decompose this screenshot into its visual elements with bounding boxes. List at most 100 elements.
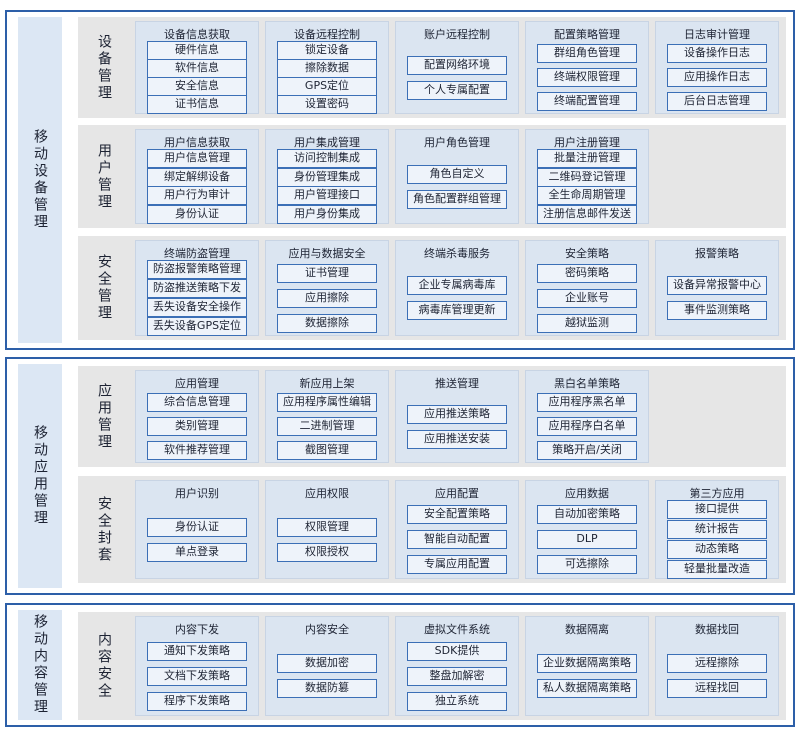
module-item: 远程擦除	[667, 654, 767, 673]
module-item: 独立系统	[407, 691, 507, 711]
module-item: 用户信息管理	[147, 148, 247, 168]
module: 账户远程控制 配置网络环境 个人专属配置	[395, 21, 519, 114]
group-label: 安全封套	[78, 476, 130, 583]
module-item: 终端配置管理	[537, 92, 637, 112]
group-title: 设备管理	[96, 33, 112, 102]
module-title: 黑白名单策略	[554, 377, 620, 390]
module-title: 日志审计管理	[684, 28, 750, 41]
section-label: 移动设备管理	[18, 17, 62, 343]
module-item: 证书信息	[147, 95, 247, 115]
module-item: 二进制管理	[277, 417, 377, 436]
module-item: 轻量批量改造	[667, 559, 767, 579]
group-label: 安全管理	[78, 236, 130, 340]
module-title: 应用权限	[305, 487, 349, 500]
module: 数据找回 远程擦除 远程找回	[655, 616, 779, 716]
module-item: 企业账号	[537, 288, 637, 308]
module-item: SDK提供	[407, 641, 507, 661]
module-item: 用户管理接口	[277, 186, 377, 206]
module-item: 身份管理集成	[277, 167, 377, 187]
module-item: 单点登录	[147, 542, 247, 562]
module-item: 应用推送安装	[407, 429, 507, 449]
module-item: 应用程序白名单	[537, 417, 637, 436]
module-item: DLP	[537, 530, 637, 549]
module-item: 专属应用配置	[407, 555, 507, 574]
module-item: 企业专属病毒库	[407, 276, 507, 295]
module-item: 身份认证	[147, 205, 247, 225]
module-item: 策略开启/关闭	[537, 441, 637, 461]
module-title: 推送管理	[435, 377, 479, 390]
module-title: 应用配置	[435, 487, 479, 500]
module-item: 应用程序黑名单	[537, 392, 637, 412]
group-title: 安全管理	[96, 254, 112, 322]
module-title: 终端杀毒服务	[424, 247, 490, 260]
module-item: 数据防篡	[277, 679, 377, 698]
module: 应用权限 权限管理 权限授权	[265, 480, 389, 579]
section-label: 移动内容管理	[18, 610, 62, 720]
module-item: 通知下发策略	[147, 641, 247, 661]
module-item: 病毒库管理更新	[407, 301, 507, 320]
module-title: 报警策略	[695, 247, 739, 260]
module-item: 用户行为审计	[147, 186, 247, 206]
group-row: 内容安全 内容下发 通知下发策略 文档下发策略 程序下发策略 内容安全 数据加密 数据防篡 虚拟…	[78, 612, 786, 720]
module: 用户信息获取 用户信息管理 绑定解绑设备 用户行为审计 身份认证	[135, 129, 259, 225]
module-item: 文档下发策略	[147, 666, 247, 686]
module: 第三方应用 接口提供 统计报告 动态策略 轻量批量改造	[655, 480, 779, 579]
module-item: 证书管理	[277, 263, 377, 283]
module-item: 应用推送策略	[407, 404, 507, 424]
module-item: 综合信息管理	[147, 392, 247, 412]
module-item: 访问控制集成	[277, 148, 377, 168]
module-title: 账户远程控制	[424, 28, 490, 41]
module: 内容安全 数据加密 数据防篡	[265, 616, 389, 716]
section	[5, 357, 795, 595]
module-item: 设备操作日志	[667, 43, 767, 63]
module: 应用管理 综合信息管理 类别管理 软件推荐管理	[135, 370, 259, 463]
module-item: 软件推荐管理	[147, 441, 247, 461]
module: 新应用上架 应用程序属性编辑 二进制管理 截图管理	[265, 370, 389, 463]
group-row: 设备管理 设备信息获取 硬件信息 软件信息 安全信息 证书信息 设备远程控制 锁定设备 擦除数据…	[78, 17, 786, 118]
module-item: 丢失设备GPS定位	[147, 317, 247, 336]
module-title: 用户注册管理	[554, 136, 620, 149]
module-item: 安全信息	[147, 77, 247, 97]
module: 安全策略 密码策略 企业账号 越狱监测	[525, 240, 649, 336]
module-item: 群组角色管理	[537, 43, 637, 63]
module-title: 用户识别	[175, 487, 219, 500]
module-item: 远程找回	[667, 679, 767, 698]
module-title: 第三方应用	[689, 487, 745, 500]
module-item: 身份认证	[147, 517, 247, 537]
module-title: 配置策略管理	[554, 28, 620, 41]
group-title: 用户管理	[96, 142, 112, 211]
module-item: 后台日志管理	[667, 92, 767, 112]
module-item: 安全配置策略	[407, 505, 507, 524]
section-title: 移动设备管理	[32, 129, 48, 231]
group-label: 内容安全	[78, 612, 130, 720]
module-title: 用户集成管理	[294, 136, 360, 149]
module-item: 擦除数据	[277, 58, 377, 78]
module-item: 批量注册管理	[537, 148, 637, 168]
module-item: 权限授权	[277, 542, 377, 562]
section-title: 移动内容管理	[32, 614, 48, 716]
module: 配置策略管理 群组角色管理 终端权限管理 终端配置管理	[525, 21, 649, 114]
module-item: 设置密码	[277, 95, 377, 115]
module-item: 企业数据隔离策略	[537, 654, 637, 673]
module-item: 智能自动配置	[407, 530, 507, 549]
section-label: 移动应用管理	[18, 364, 62, 588]
module-item: 类别管理	[147, 417, 247, 436]
module-item: 绑定解绑设备	[147, 167, 247, 187]
module: 日志审计管理 设备操作日志 应用操作日志 后台日志管理	[655, 21, 779, 114]
module-title: 设备信息获取	[164, 28, 230, 41]
module-title: 设备远程控制	[294, 28, 360, 41]
module: 应用配置安全配置策略 智能自动配置 专属应用配置	[395, 480, 519, 579]
module-item: 密码策略	[537, 263, 637, 283]
module-item: 用户身份集成	[277, 205, 377, 225]
group-label: 应用管理	[78, 366, 130, 467]
module-item: 注册信息邮件发送	[537, 205, 637, 225]
module: 推送管理应用推送策略 应用推送安装	[395, 370, 519, 463]
module-title: 内容安全	[305, 623, 349, 636]
group-title: 安全封套	[96, 495, 112, 564]
section-title: 移动应用管理	[32, 425, 48, 527]
group-row: 应用管理 应用管理 综合信息管理 类别管理 软件推荐管理 新应用上架 应用程序属性编辑 二进制…	[78, 366, 786, 467]
module-title: 内容下发	[175, 623, 219, 636]
module-title: 应用数据	[565, 487, 609, 500]
module-item: 可选擦除	[537, 555, 637, 574]
